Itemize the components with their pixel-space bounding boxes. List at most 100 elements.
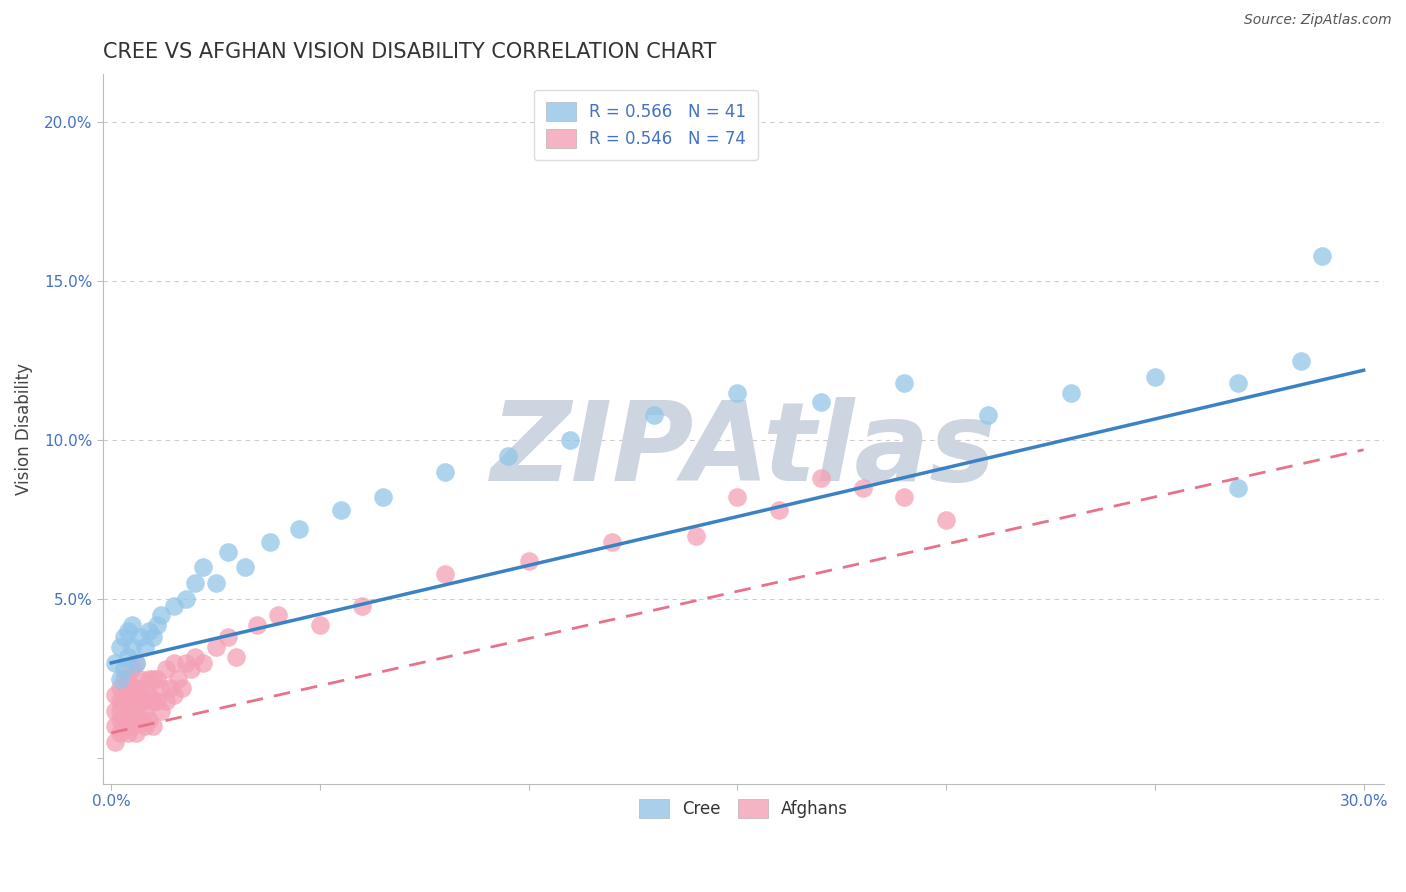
Point: [134, 719, 156, 733]
Point: [108, 672, 131, 686]
Point: [1227, 376, 1250, 390]
Point: [112, 688, 135, 702]
Point: [104, 688, 127, 702]
Point: [725, 491, 748, 505]
Point: [977, 408, 1000, 422]
Point: [134, 681, 156, 696]
Point: [117, 649, 139, 664]
Point: [685, 528, 707, 542]
Point: [112, 713, 135, 727]
Point: [146, 672, 169, 686]
Point: [138, 624, 160, 638]
Point: [108, 640, 131, 654]
Point: [121, 719, 143, 733]
Point: [810, 471, 832, 485]
Point: [1143, 369, 1166, 384]
Point: [155, 694, 177, 708]
Point: [560, 434, 582, 448]
Point: [125, 656, 148, 670]
Point: [121, 640, 143, 654]
Point: [108, 704, 131, 718]
Point: [121, 662, 143, 676]
Text: CREE VS AFGHAN VISION DISABILITY CORRELATION CHART: CREE VS AFGHAN VISION DISABILITY CORRELA…: [103, 42, 716, 62]
Point: [496, 449, 519, 463]
Point: [329, 503, 352, 517]
Point: [150, 608, 173, 623]
Point: [142, 672, 165, 686]
Point: [134, 704, 156, 718]
Point: [112, 719, 135, 733]
Point: [935, 513, 957, 527]
Point: [159, 681, 181, 696]
Point: [117, 704, 139, 718]
Point: [125, 726, 148, 740]
Point: [172, 681, 194, 696]
Y-axis label: Vision Disability: Vision Disability: [15, 363, 32, 495]
Point: [893, 376, 915, 390]
Point: [725, 385, 748, 400]
Point: [125, 704, 148, 718]
Point: [176, 592, 198, 607]
Point: [233, 560, 256, 574]
Point: [184, 649, 207, 664]
Point: [217, 631, 239, 645]
Point: [138, 688, 160, 702]
Point: [517, 554, 540, 568]
Point: [350, 599, 373, 613]
Point: [129, 631, 152, 645]
Point: [852, 481, 875, 495]
Point: [121, 688, 143, 702]
Point: [138, 672, 160, 686]
Point: [108, 681, 131, 696]
Point: [155, 662, 177, 676]
Point: [104, 735, 127, 749]
Point: [1310, 249, 1333, 263]
Point: [129, 713, 152, 727]
Point: [204, 640, 226, 654]
Point: [371, 491, 394, 505]
Point: [108, 713, 131, 727]
Point: [125, 656, 148, 670]
Point: [108, 694, 131, 708]
Point: [142, 694, 165, 708]
Point: [104, 719, 127, 733]
Point: [129, 688, 152, 702]
Point: [267, 608, 290, 623]
Point: [112, 631, 135, 645]
Point: [125, 681, 148, 696]
Point: [204, 576, 226, 591]
Point: [191, 656, 214, 670]
Point: [246, 617, 269, 632]
Point: [134, 694, 156, 708]
Point: [129, 672, 152, 686]
Point: [142, 631, 165, 645]
Point: [117, 694, 139, 708]
Point: [768, 503, 790, 517]
Point: [643, 408, 665, 422]
Point: [112, 694, 135, 708]
Point: [112, 662, 135, 676]
Point: [117, 672, 139, 686]
Point: [259, 535, 281, 549]
Point: [1289, 353, 1312, 368]
Point: [309, 617, 332, 632]
Point: [176, 656, 198, 670]
Point: [225, 649, 247, 664]
Point: [893, 491, 915, 505]
Point: [108, 726, 131, 740]
Point: [163, 599, 186, 613]
Point: [117, 681, 139, 696]
Point: [146, 694, 169, 708]
Point: [104, 704, 127, 718]
Point: [434, 566, 457, 581]
Point: [117, 726, 139, 740]
Point: [121, 617, 143, 632]
Point: [167, 672, 190, 686]
Point: [129, 694, 152, 708]
Point: [150, 681, 173, 696]
Text: Source: ZipAtlas.com: Source: ZipAtlas.com: [1244, 13, 1392, 28]
Point: [150, 704, 173, 718]
Point: [163, 656, 186, 670]
Point: [217, 544, 239, 558]
Point: [134, 640, 156, 654]
